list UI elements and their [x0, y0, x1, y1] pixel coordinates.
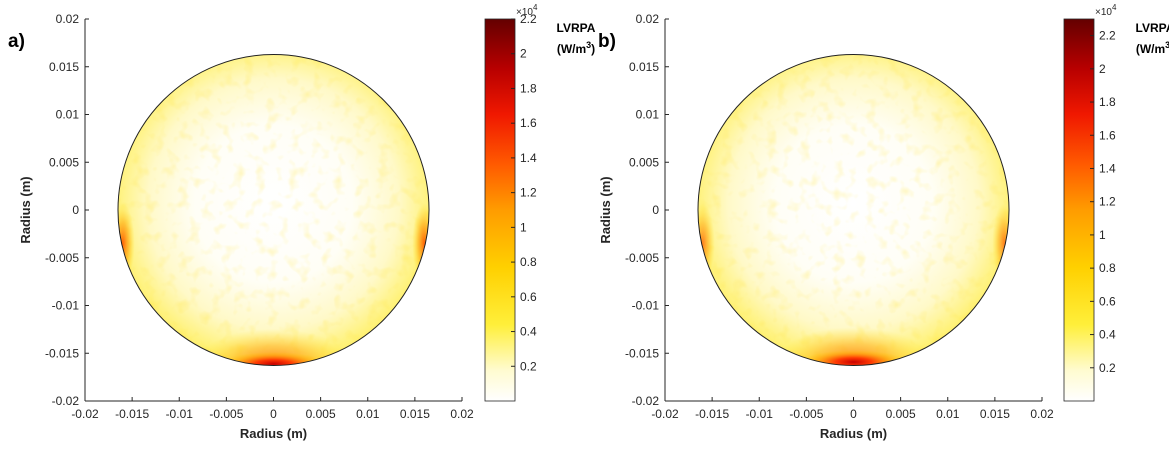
- x-tick-label: -0.005: [209, 407, 243, 421]
- x-tick-label: 0.01: [356, 407, 380, 421]
- x-tick-label: 0: [850, 407, 857, 421]
- heatmap-speckle: [697, 54, 1010, 366]
- x-tick-label: 0.015: [400, 407, 430, 421]
- colorbar-tick-label: 1.4: [520, 151, 537, 165]
- panel-label: a): [8, 31, 25, 52]
- x-tick-label: -0.02: [71, 407, 99, 421]
- y-tick-label: -0.02: [632, 394, 660, 408]
- y-tick-label: 0.02: [56, 12, 80, 26]
- y-tick-label: 0.005: [629, 155, 659, 169]
- colorbar-tick-label: 2: [520, 47, 527, 61]
- heatmap-speckle: [117, 54, 430, 366]
- heatmap-field: [117, 54, 430, 366]
- colorbar-tick-label: 1.8: [1099, 95, 1116, 109]
- heatmap-hotspot-1: [697, 203, 715, 284]
- y-tick-label: -0.01: [52, 299, 80, 313]
- y-tick-label: 0.015: [49, 60, 79, 74]
- colorbar-tick-label: 1: [1099, 228, 1106, 242]
- colorbar-scale: [484, 18, 516, 402]
- y-tick-label: 0.01: [636, 108, 660, 122]
- heatmap-hotspot-1: [117, 203, 135, 284]
- heatmap-hotspot-2: [992, 203, 1010, 284]
- x-tick-label: -0.01: [746, 407, 774, 421]
- y-tick-label: 0: [72, 203, 79, 217]
- colorbar-tick-label: 0.4: [1099, 328, 1116, 342]
- y-tick-label: 0: [652, 203, 659, 217]
- colorbar-tick-label: 0.8: [1099, 261, 1116, 275]
- colorbar-tick-label: 0.6: [1099, 294, 1116, 308]
- domain-boundary: [697, 53, 1010, 367]
- x-tick-label: 0.005: [886, 407, 916, 421]
- colorbar-tick-label: 1: [520, 220, 527, 234]
- heatmap-field: [697, 54, 1010, 366]
- x-tick-label: -0.005: [789, 407, 823, 421]
- colorbar-tick-label: 0.4: [520, 325, 537, 339]
- heatmap-hotspot-0: [801, 350, 906, 366]
- x-tick-label: -0.015: [695, 407, 729, 421]
- colorbar-unit: (W/m3): [557, 40, 595, 56]
- y-tick-label: 0.01: [56, 108, 80, 122]
- colorbar-title: LVRPA: [557, 21, 596, 35]
- y-axis-label: Radius (m): [18, 176, 33, 243]
- colorbar: 0.2 0.4 0.6 0.8 1 1.2 1.4 1.6 1.8 2 2.2×104 LVRPA (W…: [484, 3, 596, 402]
- colorbar-tick-label: 0.2: [520, 359, 537, 373]
- y-axis-label: Radius (m): [598, 176, 613, 243]
- y-tick-label: 0.02: [636, 12, 660, 26]
- colorbar-tick-label: 2.2: [520, 12, 537, 26]
- colorbar-tick-label: 1.8: [520, 81, 537, 95]
- domain-boundary: [117, 53, 430, 367]
- colorbar-tick-label: 0.6: [520, 290, 537, 304]
- colorbar-tick-label: 1.6: [520, 116, 537, 130]
- axes: -0.02 -0.015 -0.01 -0.005 0 0.005 0.01 0.015 0.0…: [625, 12, 1054, 421]
- x-tick-label: -0.01: [166, 407, 194, 421]
- y-tick-label: -0.01: [632, 299, 660, 313]
- x-tick-label: 0: [270, 407, 277, 421]
- colorbar-tick-label: 2: [1099, 62, 1106, 76]
- heatmap-hotspot-0: [221, 351, 326, 366]
- x-tick-label: 0.01: [936, 407, 960, 421]
- x-axis-label: Radius (m): [820, 426, 887, 441]
- colorbar-multiplier: ×104: [1095, 3, 1117, 18]
- y-tick-label: -0.015: [625, 346, 659, 360]
- x-tick-label: -0.02: [651, 407, 679, 421]
- x-tick-label: 0.02: [1030, 407, 1054, 421]
- y-tick-label: 0.015: [629, 60, 659, 74]
- y-tick-label: -0.005: [45, 251, 79, 265]
- colorbar-title: LVRPA: [1136, 21, 1169, 35]
- x-axis-label: Radius (m): [240, 426, 307, 441]
- colorbar-unit: (W/m3): [1136, 40, 1169, 56]
- colorbar-tick-label: 1.2: [1099, 195, 1116, 209]
- x-tick-label: 0.005: [306, 407, 336, 421]
- colorbar-tick-label: 2.2: [1099, 29, 1116, 43]
- panel-label: b): [598, 31, 616, 52]
- colorbar-tick-label: 0.8: [520, 255, 537, 269]
- colorbar: 0.2 0.4 0.6 0.8 1 1.2 1.4 1.6 1.8 2 2.2 ×104 LVRPA (W…: [1063, 3, 1169, 402]
- panel-b: -0.02 -0.015 -0.01 -0.005 0 0.005 0.01 0.015 0.0…: [598, 3, 1169, 441]
- x-tick-label: 0.015: [980, 407, 1010, 421]
- y-tick-label: -0.015: [45, 346, 79, 360]
- axes: -0.02 -0.015 -0.01 -0.005 0 0.005 0.01 0.015 0.0…: [45, 12, 474, 421]
- colorbar-multiplier: ×104: [516, 3, 538, 18]
- colorbar-scale: [1063, 18, 1095, 402]
- x-tick-label: 0.02: [450, 407, 474, 421]
- colorbar-tick-label: 1.4: [1099, 161, 1116, 175]
- colorbar-tick-label: 1.2: [520, 186, 537, 200]
- panel-a: -0.02 -0.015 -0.01 -0.005 0 0.005 0.01 0.015 0.0…: [8, 3, 596, 441]
- heatmap-hotspot-2: [412, 203, 430, 284]
- y-tick-label: -0.02: [52, 394, 80, 408]
- colorbar-tick-label: 1.6: [1099, 128, 1116, 142]
- colorbar-tick-label: 0.2: [1099, 361, 1116, 375]
- x-tick-label: -0.015: [115, 407, 149, 421]
- y-tick-label: 0.005: [49, 155, 79, 169]
- y-tick-label: -0.005: [625, 251, 659, 265]
